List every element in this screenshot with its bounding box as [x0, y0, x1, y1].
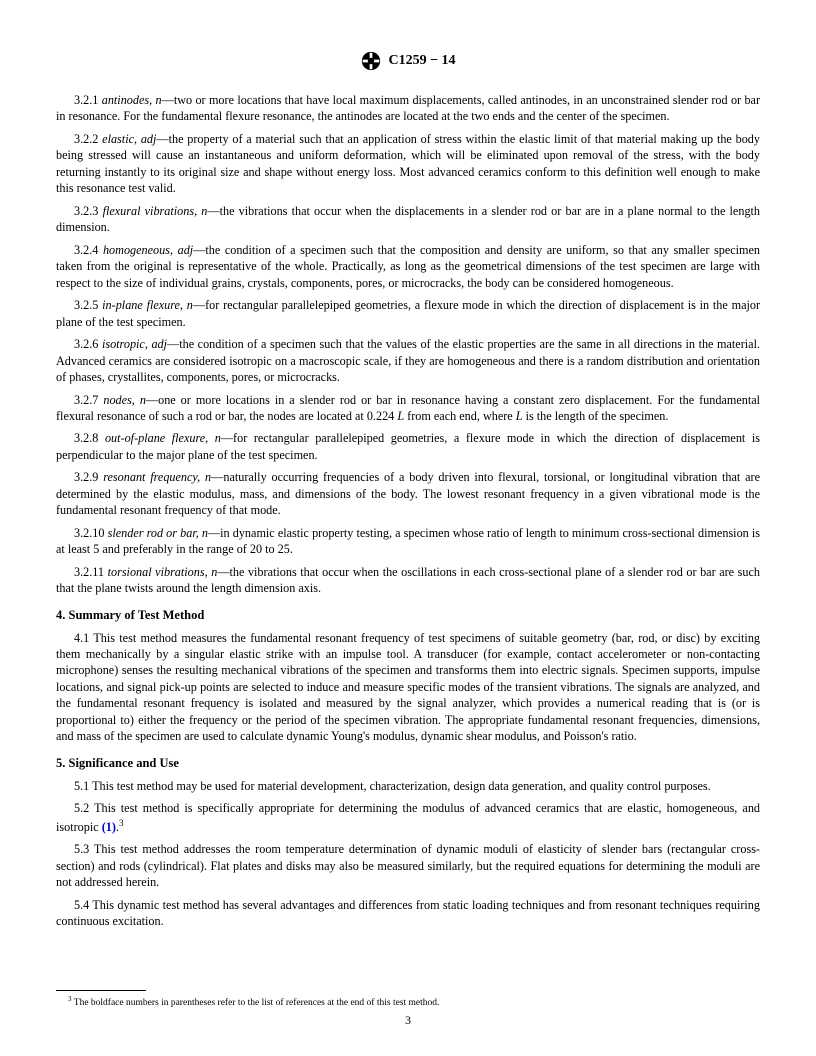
- reference-link[interactable]: (1): [102, 820, 116, 834]
- definition-entry: 3.2.5 in-plane flexure, n—for rectangula…: [56, 297, 760, 330]
- para-5-1: 5.1 This test method may be used for mat…: [56, 778, 760, 794]
- definition-entry: 3.2.4 homogeneous, adj—the condition of …: [56, 242, 760, 291]
- para-num: 5.4: [74, 898, 89, 912]
- definition-entry: 3.2.7 nodes, n—one or more locations in …: [56, 392, 760, 425]
- footnote-divider: [56, 990, 146, 991]
- para-text-prefix: This test method is specifically appropr…: [56, 801, 760, 834]
- definition-body: —one or more locations in a slender rod …: [56, 393, 760, 423]
- para-text: This dynamic test method has several adv…: [56, 898, 760, 928]
- definition-number: 3.2.2: [74, 132, 102, 146]
- definition-term: flexural vibrations, n: [103, 204, 208, 218]
- definition-number: 3.2.1: [74, 93, 102, 107]
- document-id: C1259 − 14: [388, 52, 455, 71]
- definition-entry: 3.2.9 resonant frequency, n—naturally oc…: [56, 469, 760, 518]
- para-text: This test method may be used for materia…: [92, 779, 711, 793]
- definition-term: elastic, adj: [102, 132, 156, 146]
- page-header: C1259 − 14: [56, 50, 760, 72]
- definitions-section: 3.2.1 antinodes, n—two or more locations…: [56, 92, 760, 597]
- definition-number: 3.2.6: [74, 337, 102, 351]
- footnote-body: The boldface numbers in parentheses refe…: [72, 998, 440, 1008]
- definition-term: isotropic, adj: [102, 337, 167, 351]
- para-5-3: 5.3 This test method addresses the room …: [56, 841, 760, 890]
- para-4-1: 4.1 This test method measures the fundam…: [56, 630, 760, 745]
- definition-term: homogeneous, adj: [103, 243, 193, 257]
- para-num: 5.2: [74, 801, 89, 815]
- definition-number: 3.2.3: [74, 204, 103, 218]
- definition-entry: 3.2.6 isotropic, adj—the condition of a …: [56, 336, 760, 385]
- para-text: This test method measures the fundamenta…: [56, 631, 760, 744]
- definition-body: —two or more locations that have local m…: [56, 93, 760, 123]
- definition-term: torsional vibrations, n: [108, 565, 218, 579]
- para-num: 5.1: [74, 779, 89, 793]
- definition-body: —the property of a material such that an…: [56, 132, 760, 195]
- definition-number: 3.2.5: [74, 298, 102, 312]
- para-num: 5.3: [74, 842, 89, 856]
- definition-term: nodes, n: [103, 393, 146, 407]
- astm-logo-icon: [360, 50, 382, 72]
- section-5-heading: 5. Significance and Use: [56, 755, 760, 772]
- definition-number: 3.2.8: [74, 431, 105, 445]
- para-text: This test method addresses the room temp…: [56, 842, 760, 889]
- definition-entry: 3.2.2 elastic, adj—the property of a mat…: [56, 131, 760, 197]
- definition-term: resonant frequency, n: [103, 470, 211, 484]
- definition-entry: 3.2.10 slender rod or bar, n—in dynamic …: [56, 525, 760, 558]
- definition-number: 3.2.11: [74, 565, 108, 579]
- page-number: 3: [0, 1012, 816, 1028]
- definition-entry: 3.2.3 flexural vibrations, n—the vibrati…: [56, 203, 760, 236]
- definition-term: antinodes, n: [102, 93, 162, 107]
- definition-entry: 3.2.11 torsional vibrations, n—the vibra…: [56, 564, 760, 597]
- definition-number: 3.2.7: [74, 393, 103, 407]
- para-num: 4.1: [74, 631, 89, 645]
- section-4-heading: 4. Summary of Test Method: [56, 607, 760, 624]
- document-page: C1259 − 14 3.2.1 antinodes, n—two or mor…: [0, 0, 816, 1049]
- definition-entry: 3.2.1 antinodes, n—two or more locations…: [56, 92, 760, 125]
- definition-term: out-of-plane flexure, n: [105, 431, 221, 445]
- definition-number: 3.2.9: [74, 470, 103, 484]
- definition-term: slender rod or bar, n: [108, 526, 208, 540]
- footnote-ref: 3: [119, 818, 124, 828]
- footnote-text: 3 The boldface numbers in parentheses re…: [56, 995, 760, 1010]
- definition-number: 3.2.10: [74, 526, 108, 540]
- definition-term: in-plane flexure, n: [102, 298, 193, 312]
- definition-entry: 3.2.8 out-of-plane flexure, n—for rectan…: [56, 430, 760, 463]
- definition-number: 3.2.4: [74, 243, 103, 257]
- para-5-4: 5.4 This dynamic test method has several…: [56, 897, 760, 930]
- para-5-2: 5.2 This test method is specifically app…: [56, 800, 760, 835]
